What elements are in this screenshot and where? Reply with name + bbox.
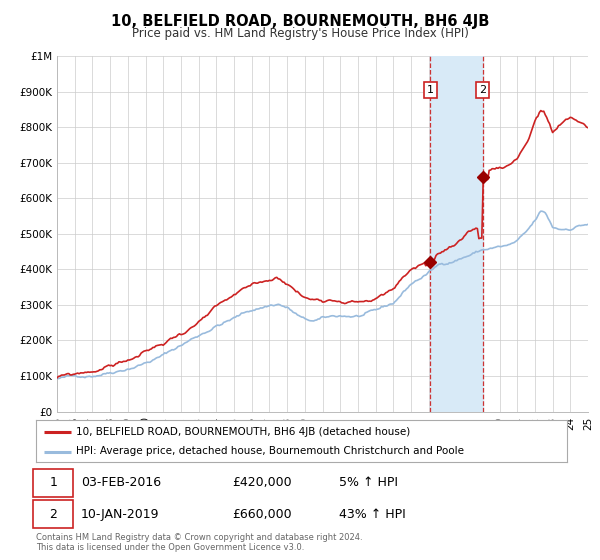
Text: 1: 1 [427, 85, 434, 95]
Text: This data is licensed under the Open Government Licence v3.0.: This data is licensed under the Open Gov… [36, 543, 304, 552]
Text: 1: 1 [49, 477, 57, 489]
FancyBboxPatch shape [34, 500, 73, 528]
Text: Price paid vs. HM Land Registry's House Price Index (HPI): Price paid vs. HM Land Registry's House … [131, 27, 469, 40]
Text: 10, BELFIELD ROAD, BOURNEMOUTH, BH6 4JB: 10, BELFIELD ROAD, BOURNEMOUTH, BH6 4JB [111, 14, 489, 29]
Text: 10, BELFIELD ROAD, BOURNEMOUTH, BH6 4JB (detached house): 10, BELFIELD ROAD, BOURNEMOUTH, BH6 4JB … [76, 427, 410, 437]
Text: £420,000: £420,000 [232, 477, 292, 489]
Text: HPI: Average price, detached house, Bournemouth Christchurch and Poole: HPI: Average price, detached house, Bour… [76, 446, 464, 456]
FancyBboxPatch shape [34, 469, 73, 497]
Text: 43% ↑ HPI: 43% ↑ HPI [338, 508, 406, 521]
Text: 10-JAN-2019: 10-JAN-2019 [81, 508, 160, 521]
Text: £660,000: £660,000 [232, 508, 292, 521]
Text: 03-FEB-2016: 03-FEB-2016 [81, 477, 161, 489]
Text: 2: 2 [49, 508, 57, 521]
Text: 2: 2 [479, 85, 486, 95]
Bar [430, 56, 482, 412]
Text: Contains HM Land Registry data © Crown copyright and database right 2024.: Contains HM Land Registry data © Crown c… [36, 533, 362, 542]
Text: 5% ↑ HPI: 5% ↑ HPI [338, 477, 398, 489]
